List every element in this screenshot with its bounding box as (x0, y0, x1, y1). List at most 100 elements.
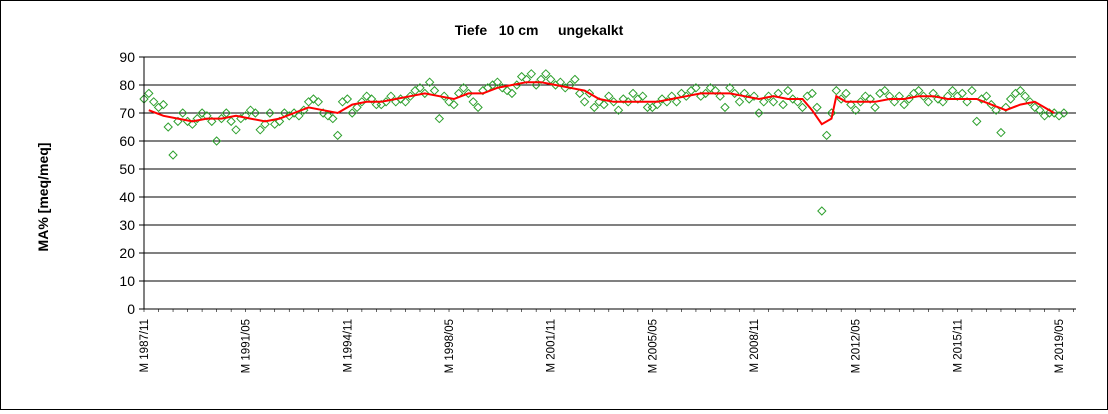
data-point (444, 97, 454, 107)
data-point (637, 91, 648, 101)
data-point (328, 113, 338, 124)
chart-title: Tiefe 10 cm ungekalkt (455, 22, 624, 38)
data-point (729, 88, 740, 99)
data-point (226, 116, 236, 127)
data-point (502, 85, 512, 96)
y-tick-label: 60 (119, 133, 135, 149)
data-point (473, 102, 483, 113)
data-point (332, 130, 343, 141)
data-point (1034, 105, 1045, 115)
data-point (153, 102, 164, 113)
data-point (623, 97, 633, 107)
data-point (613, 105, 624, 115)
data-point (240, 111, 251, 121)
data-point (362, 91, 372, 101)
data-point (337, 97, 348, 107)
data-point (967, 85, 977, 96)
data-point (420, 88, 430, 99)
data-point (972, 116, 982, 127)
data-point (400, 97, 411, 107)
y-tick-label: 80 (119, 77, 135, 93)
data-point (458, 83, 469, 93)
data-point (202, 111, 212, 121)
data-point (768, 97, 779, 107)
x-tick-label: M 1998/05 (444, 319, 456, 373)
data-point (860, 91, 871, 101)
y-tick-label: 90 (119, 49, 135, 65)
data-point (797, 102, 808, 113)
data-point (913, 85, 924, 96)
data-point (923, 97, 934, 107)
data-point (250, 108, 261, 118)
data-point (270, 119, 280, 129)
data-point (792, 97, 803, 107)
data-point (313, 97, 324, 107)
data-point (492, 77, 503, 87)
data-point (725, 83, 735, 93)
data-marks (139, 69, 1069, 216)
data-point (667, 91, 677, 101)
data-point (187, 119, 198, 129)
x-tick-label: M 1987/11 (139, 319, 151, 373)
data-point (1010, 88, 1021, 99)
data-point (599, 99, 609, 110)
data-point (691, 83, 701, 93)
data-point (294, 111, 304, 121)
data-point (807, 88, 817, 99)
data-point (303, 97, 314, 107)
data-point (947, 85, 958, 96)
data-point (996, 127, 1006, 138)
y-tick-label: 30 (119, 217, 135, 233)
x-tick-label: M 2019/05 (1054, 319, 1066, 373)
data-point (148, 97, 159, 107)
data-point (841, 88, 851, 99)
data-point (424, 77, 435, 87)
data-point (575, 88, 585, 99)
data-point (991, 105, 1001, 115)
data-point (749, 91, 759, 101)
data-point (579, 97, 590, 107)
data-point (1030, 102, 1040, 113)
data-point (410, 85, 420, 96)
data-point (1005, 94, 1016, 104)
data-point (439, 91, 449, 101)
data-point (671, 97, 682, 107)
data-point (734, 97, 745, 107)
data-point (700, 88, 711, 99)
data-point (463, 88, 474, 99)
data-point (918, 91, 929, 101)
data-point (521, 74, 532, 85)
data-point (1015, 85, 1026, 96)
data-point (899, 99, 909, 110)
data-point (962, 97, 972, 107)
data-point (831, 85, 842, 96)
data-point (163, 122, 173, 132)
data-point (846, 99, 856, 110)
data-point (705, 83, 716, 93)
data-point (536, 74, 546, 85)
data-point (880, 85, 890, 96)
data-point (1059, 108, 1069, 118)
data-point (415, 83, 425, 93)
data-point (870, 102, 880, 113)
data-point (788, 94, 798, 104)
data-point (545, 74, 556, 85)
data-point (144, 88, 154, 99)
x-tick-label: M 2015/11 (952, 319, 964, 373)
data-point (352, 102, 362, 113)
x-tick-label: M 2001/11 (546, 319, 558, 373)
data-point (516, 71, 527, 82)
data-point (942, 91, 953, 101)
data-point (652, 99, 662, 110)
data-point (589, 102, 599, 113)
x-tick-label: M 2005/05 (647, 319, 659, 373)
data-point (531, 80, 541, 90)
data-point (158, 99, 169, 110)
data-point (207, 116, 217, 127)
y-tick-label: 10 (119, 273, 135, 289)
data-point (541, 69, 551, 79)
data-point (855, 97, 866, 107)
data-point (812, 102, 822, 113)
